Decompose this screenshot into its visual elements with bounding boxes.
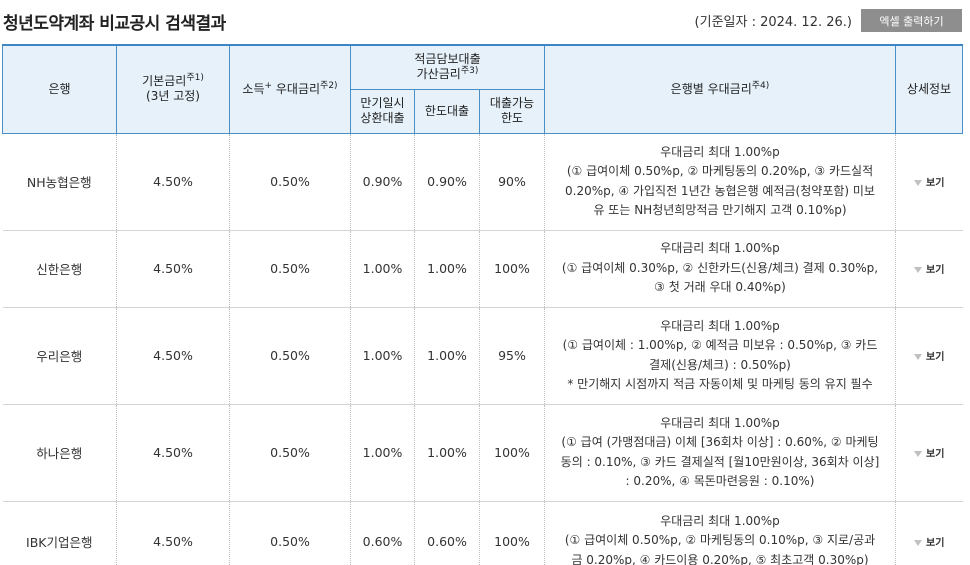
detail-view-label: 보기 bbox=[926, 537, 945, 549]
header-base-rate: 기본금리주1) (3년 고정) bbox=[116, 44, 230, 134]
triangle-down-icon bbox=[914, 451, 923, 457]
cell-loan-avail: 100% bbox=[479, 230, 545, 308]
cell-loan-limit: 1.00% bbox=[414, 230, 480, 308]
detail-view-link[interactable]: 보기 bbox=[914, 538, 944, 549]
pref-line: ③ 첫 거래 우대 0.40%p) bbox=[654, 280, 786, 295]
cell-loan-avail: 100% bbox=[479, 404, 545, 502]
header-loan-avail: 대출가능 한도 bbox=[479, 88, 545, 134]
pref-line: 동의 : 0.10%, ③ 카드 결제실적 [월10만원이상, 36회차 이상] bbox=[560, 454, 880, 469]
cell-loan-limit: 0.90% bbox=[414, 133, 480, 231]
triangle-down-icon bbox=[914, 539, 923, 546]
cell-bank: NH농협은행 bbox=[2, 133, 117, 231]
cell-base-rate: 4.50% bbox=[116, 307, 230, 405]
pref-line: (① 급여 (가맹점대금) 이체 [36회차 이상] : 0.60%, ② 마케… bbox=[561, 435, 879, 449]
header-loan-limit: 한도대출 bbox=[414, 88, 480, 134]
pref-line: 금 0.20%p, ④ 카드이용 0.20%p, ⑤ 최초고객 0.30%p) bbox=[571, 552, 869, 565]
cell-base-rate: 4.50% bbox=[116, 501, 230, 565]
cell-loan-lump: 0.90% bbox=[350, 133, 415, 231]
cell-income-pref: 0.50% bbox=[229, 230, 351, 308]
cell-loan-avail: 100% bbox=[479, 501, 545, 565]
cell-base-rate: 4.50% bbox=[116, 230, 230, 308]
cell-bank: 우리은행 bbox=[2, 307, 117, 405]
triangle-down-icon bbox=[914, 354, 923, 360]
pref-line: (① 급여이체 0.50%p, ② 마케팅동의 0.20%p, ③ 카드실적 bbox=[566, 164, 874, 178]
cell-loan-limit: 0.60% bbox=[414, 501, 480, 565]
header-loan-lump: 만기일시 상환대출 bbox=[350, 88, 415, 134]
detail-view-link[interactable]: 보기 bbox=[914, 265, 944, 276]
pref-line: 우대금리 최대 1.00%p bbox=[660, 415, 780, 430]
cell-loan-lump: 1.00% bbox=[350, 307, 415, 405]
cell-income-pref: 0.50% bbox=[229, 404, 351, 502]
detail-view-link[interactable]: 보기 bbox=[914, 352, 944, 363]
cell-loan-lump: 1.00% bbox=[350, 230, 415, 308]
pref-line: 우대금리 최대 1.00%p bbox=[660, 318, 780, 333]
pref-line: * 만기해지 시점까지 적금 자동이체 및 마케팅 동의 유지 필수 bbox=[567, 377, 873, 391]
pref-line: (① 급여이체 0.50%p, ② 마케팅동의 0.10%p, ③ 지로/공과 bbox=[564, 533, 876, 548]
cell-income-pref: 0.50% bbox=[229, 307, 351, 405]
page-title: 청년도약계좌 비교공시 검색결과 bbox=[3, 14, 226, 34]
cell-detail: 보기 bbox=[895, 230, 963, 308]
triangle-down-icon bbox=[914, 180, 923, 186]
cell-loan-limit: 1.00% bbox=[414, 404, 480, 502]
detail-view-label: 보기 bbox=[926, 265, 945, 276]
cell-bank-pref: 우대금리 최대 1.00%p (① 급여이체 0.50%p, ② 마케팅동의 0.… bbox=[544, 501, 896, 565]
cell-base-rate: 4.50% bbox=[116, 133, 230, 231]
cell-detail: 보기 bbox=[895, 307, 963, 405]
pref-line: (① 급여이체 : 1.00%p, ② 예적금 미보유 : 0.50%p, ③ … bbox=[562, 338, 878, 352]
cell-income-pref: 0.50% bbox=[229, 501, 351, 565]
header-bank-pref: 은행별 우대금리주4) bbox=[544, 44, 896, 134]
result-table: 은행 기본금리주1) (3년 고정) 소득+ 우대금리주2) 적금담보대출 가산… bbox=[2, 44, 963, 565]
table-row: IBK기업은행 4.50% 0.50% 0.60% 0.60% 100% 우대금리 최대 1… bbox=[2, 501, 963, 565]
header-loan-group: 적금담보대출 가산금리주3) bbox=[350, 44, 545, 90]
excel-export-button[interactable]: 엑셀 출력하기 bbox=[861, 9, 962, 32]
pref-line: 결제(신용/체크) : 0.50%p) bbox=[649, 357, 791, 372]
table-row: NH농협은행 4.50% 0.50% 0.90% 0.90% 90% 우대금리 최대 1.0… bbox=[2, 133, 963, 231]
pref-line: (① 급여이체 0.30%p, ② 신한카드(신용/체크) 결제 0.30%p, bbox=[561, 260, 879, 275]
cell-bank-pref: 우대금리 최대 1.00%p (① 급여이체 0.30%p, ② 신한카드(신용/… bbox=[544, 230, 896, 308]
detail-view-link[interactable]: 보기 bbox=[914, 449, 944, 460]
detail-view-label: 보기 bbox=[926, 449, 945, 460]
table-row: 신한은행 4.50% 0.50% 1.00% 1.00% 100% 우대금리 최대 1.00… bbox=[2, 230, 963, 308]
cell-loan-lump: 0.60% bbox=[350, 501, 415, 565]
header-income-pref: 소득+ 우대금리주2) bbox=[229, 44, 351, 134]
detail-view-link[interactable]: 보기 bbox=[914, 178, 944, 189]
pref-line: 우대금리 최대 1.00%p bbox=[660, 513, 780, 528]
cell-loan-avail: 90% bbox=[479, 133, 545, 231]
cell-bank-pref: 우대금리 최대 1.00%p (① 급여이체 0.50%p, ② 마케팅동의 0.… bbox=[544, 133, 896, 231]
header-detail: 상세정보 bbox=[895, 44, 963, 134]
pref-line: 우대금리 최대 1.00%p bbox=[660, 144, 780, 159]
triangle-down-icon bbox=[914, 267, 923, 273]
detail-view-label: 보기 bbox=[926, 178, 945, 189]
cell-bank: 신한은행 bbox=[2, 230, 117, 308]
cell-bank-pref: 우대금리 최대 1.00%p (① 급여 (가맹점대금) 이체 [36회차 이상]… bbox=[544, 404, 896, 502]
detail-view-label: 보기 bbox=[926, 352, 945, 363]
pref-line: 유 또는 NH청년희망적금 만기해지 고객 0.10%p) bbox=[593, 203, 847, 217]
base-date: (기준일자 : 2024. 12. 26.) bbox=[694, 15, 852, 30]
cell-bank-pref: 우대금리 최대 1.00%p (① 급여이체 : 1.00%p, ② 예적금 미보… bbox=[544, 307, 896, 405]
cell-income-pref: 0.50% bbox=[229, 133, 351, 231]
cell-detail: 보기 bbox=[895, 404, 963, 502]
pref-line: : 0.20%, ④ 목돈마련응원 : 0.10%) bbox=[625, 474, 815, 488]
cell-loan-limit: 1.00% bbox=[414, 307, 480, 405]
table-row: 하나은행 4.50% 0.50% 1.00% 1.00% 100% 우대금리 최대 1.00… bbox=[2, 404, 963, 502]
cell-bank: IBK기업은행 bbox=[2, 501, 117, 565]
cell-loan-lump: 1.00% bbox=[350, 404, 415, 502]
pref-line: 우대금리 최대 1.00%p bbox=[660, 241, 780, 256]
cell-detail: 보기 bbox=[895, 501, 963, 565]
cell-loan-avail: 95% bbox=[479, 307, 545, 405]
top-bar: 청년도약계좌 비교공시 검색결과 (기준일자 : 2024. 12. 26.) … bbox=[0, 0, 970, 44]
cell-bank: 하나은행 bbox=[2, 404, 117, 502]
cell-detail: 보기 bbox=[895, 133, 963, 231]
pref-line: 0.20%p, ④ 가입직전 1년간 농협은행 예적금(청약포함) 미보 bbox=[565, 183, 875, 198]
cell-base-rate: 4.50% bbox=[116, 404, 230, 502]
header-bank: 은행 bbox=[2, 44, 117, 134]
table-row: 우리은행 4.50% 0.50% 1.00% 1.00% 95% 우대금리 최대 1.00%… bbox=[2, 307, 963, 405]
